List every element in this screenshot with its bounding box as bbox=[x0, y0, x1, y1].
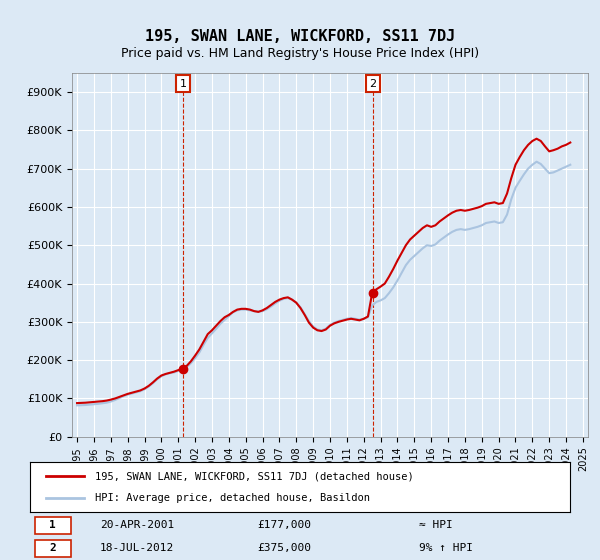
FancyBboxPatch shape bbox=[35, 539, 71, 557]
Text: 20-APR-2001: 20-APR-2001 bbox=[100, 520, 175, 530]
Text: HPI: Average price, detached house, Basildon: HPI: Average price, detached house, Basi… bbox=[95, 493, 370, 503]
Text: 195, SWAN LANE, WICKFORD, SS11 7DJ: 195, SWAN LANE, WICKFORD, SS11 7DJ bbox=[145, 29, 455, 44]
Text: 2: 2 bbox=[370, 79, 377, 88]
Text: £177,000: £177,000 bbox=[257, 520, 311, 530]
FancyBboxPatch shape bbox=[35, 517, 71, 534]
Text: 18-JUL-2012: 18-JUL-2012 bbox=[100, 543, 175, 553]
Text: Price paid vs. HM Land Registry's House Price Index (HPI): Price paid vs. HM Land Registry's House … bbox=[121, 46, 479, 60]
Text: 1: 1 bbox=[49, 520, 56, 530]
Text: ≈ HPI: ≈ HPI bbox=[419, 520, 452, 530]
Text: 1: 1 bbox=[180, 79, 187, 88]
Text: 2: 2 bbox=[49, 543, 56, 553]
Text: £375,000: £375,000 bbox=[257, 543, 311, 553]
Text: 195, SWAN LANE, WICKFORD, SS11 7DJ (detached house): 195, SWAN LANE, WICKFORD, SS11 7DJ (deta… bbox=[95, 471, 413, 481]
Text: 9% ↑ HPI: 9% ↑ HPI bbox=[419, 543, 473, 553]
